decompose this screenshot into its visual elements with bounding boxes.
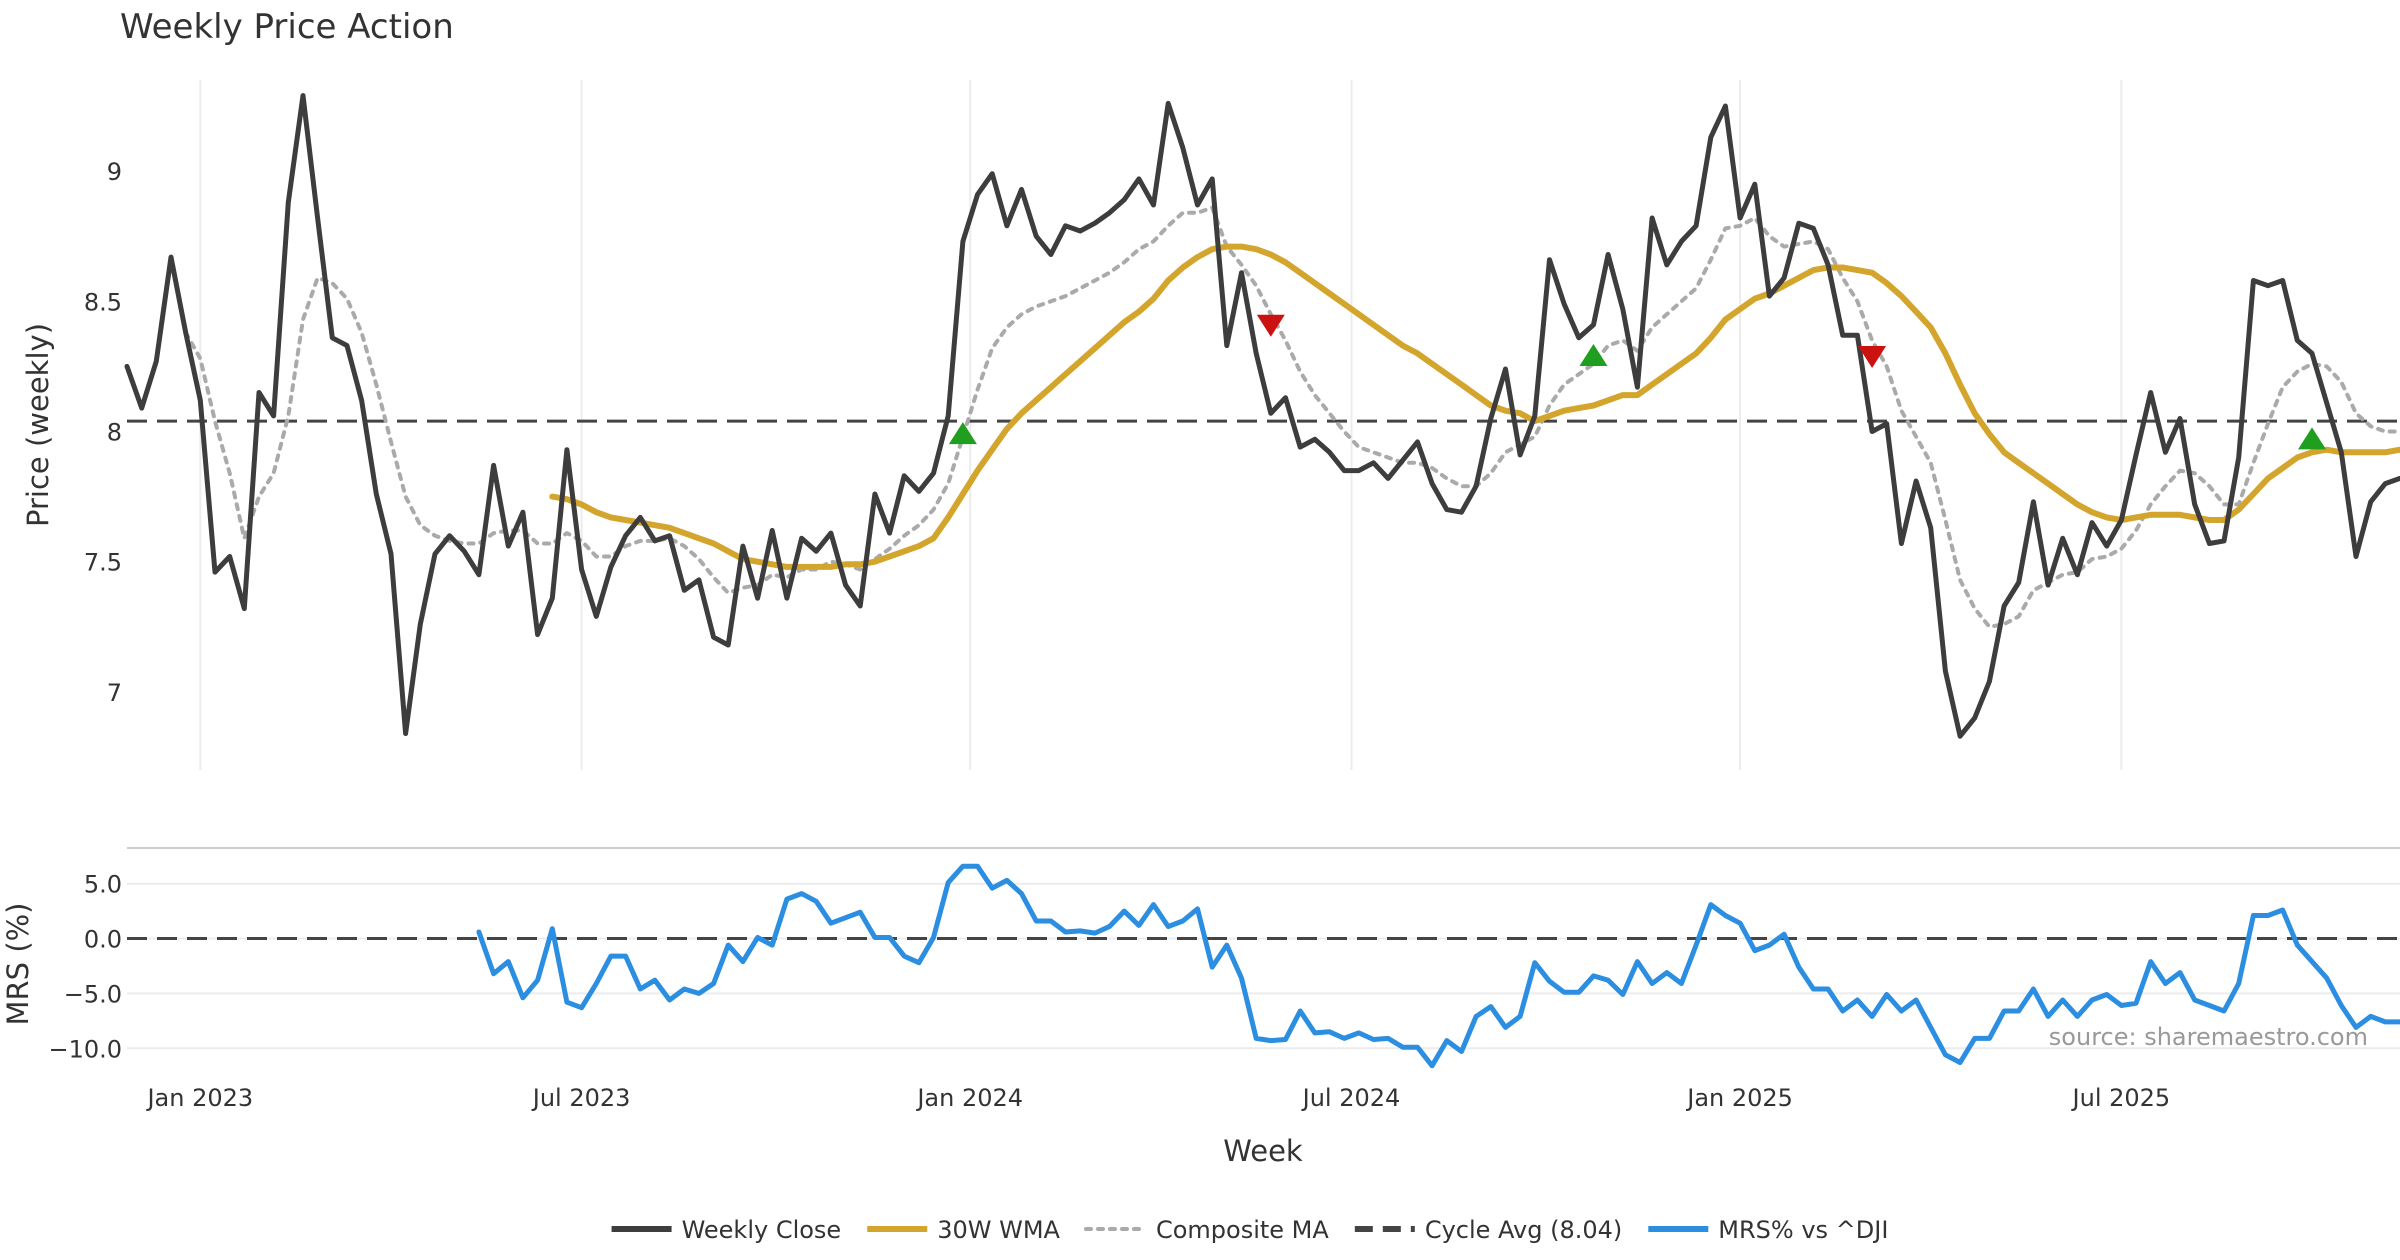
buy-signal-0	[948, 422, 977, 445]
sell-signal-1	[1858, 346, 1887, 368]
legend-label-2: Composite MA	[1156, 1216, 1329, 1244]
legend-label-1: 30W WMA	[937, 1216, 1060, 1244]
buy-signal-2	[2298, 427, 2327, 450]
legend-item-1: 30W WMA	[867, 1216, 1061, 1244]
price-y-axis: 7 7.5 8 8.5 9	[84, 158, 122, 707]
legend-item-0: Weekly Close	[611, 1216, 842, 1244]
legend: Weekly Close 30W WMA Composite MA Cycle Avg…	[611, 1216, 1888, 1244]
source-note: source: sharemaestro.com	[2049, 1023, 2368, 1051]
legend-label-0: Weekly Close	[682, 1216, 842, 1244]
mrs-y-axis: −10.0 −5.0 0.0 5.0	[48, 871, 122, 1064]
xtick-5: Jul 2025	[2071, 1084, 2171, 1112]
series-weekly-close	[124, 93, 2400, 739]
price-ytick-1: 7.5	[84, 549, 122, 577]
mrs-ytick-2: 0.0	[84, 926, 122, 954]
price-ytick-0: 7	[107, 679, 122, 707]
legend-item-2: Composite MA	[1083, 1216, 1329, 1244]
xtick-4: Jan 2025	[1685, 1084, 1793, 1112]
xtick-1: Jul 2023	[531, 1084, 631, 1112]
mrs-ytick-0: −10.0	[48, 1035, 122, 1063]
xtick-0: Jan 2023	[145, 1084, 253, 1112]
series-30w-wma	[549, 243, 2400, 570]
series-mrs-vs-dji	[476, 863, 2400, 1069]
mrs-ytick-1: −5.0	[64, 980, 122, 1008]
legend-label-4: MRS% vs ^DJI	[1718, 1216, 1888, 1244]
sell-signal-0	[1256, 314, 1285, 337]
price-y-axis-label: Price (weekly)	[21, 323, 55, 527]
legend-item-3: Cycle Avg (8.04)	[1354, 1216, 1622, 1244]
xtick-3: Jul 2024	[1301, 1084, 1401, 1112]
x-axis-label: Week	[1223, 1134, 1303, 1168]
chart-title: Weekly Price Action	[120, 7, 454, 47]
price-ytick-2: 8	[107, 419, 122, 447]
legend-item-4: MRS% vs ^DJI	[1648, 1216, 1888, 1244]
price-panel-grid	[199, 80, 2123, 770]
signal-markers	[948, 314, 2327, 450]
buy-signal-1	[1579, 344, 1608, 366]
price-ytick-4: 9	[107, 158, 122, 186]
series-composite-ma	[183, 205, 2400, 629]
x-axis: Jan 2023 Jul 2023 Jan 2024 Jul 2024 Jan 2025…	[145, 1084, 2170, 1112]
mrs-ytick-3: 5.0	[84, 871, 122, 899]
legend-label-3: Cycle Avg (8.04)	[1425, 1216, 1622, 1244]
mrs-y-axis-label: MRS (%)	[1, 903, 35, 1026]
xtick-2: Jan 2024	[915, 1084, 1023, 1112]
price-ytick-3: 8.5	[84, 288, 122, 316]
